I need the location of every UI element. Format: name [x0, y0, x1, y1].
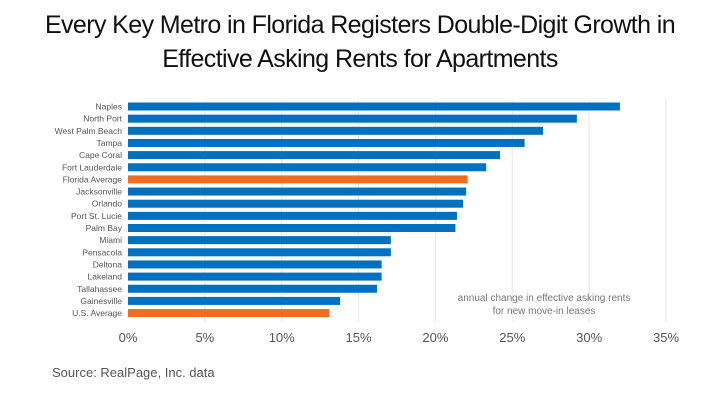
category-label: Miami [99, 235, 122, 245]
x-tick-label: 0% [119, 330, 138, 345]
category-label: Jacksonville [76, 187, 122, 197]
category-label: Gainesville [80, 296, 122, 306]
category-label: North Port [83, 114, 122, 124]
bar-jacksonville [128, 187, 467, 196]
bar-port-st-lucie [128, 211, 457, 220]
category-label: Florida Average [63, 174, 123, 184]
bar-fort-lauderdale [128, 163, 487, 172]
category-label: Fort Lauderdale [62, 162, 122, 172]
bar-palm-bay [128, 224, 456, 232]
x-tick-label: 25% [499, 330, 525, 345]
x-tick-label: 30% [576, 330, 602, 345]
category-label: Naples [96, 102, 122, 112]
category-label: Pensacola [82, 247, 122, 257]
bar-u-s-average [128, 309, 330, 318]
bar-tallahassee [128, 284, 378, 293]
annotation-text: for new move-in leases [493, 306, 596, 317]
source-note: Source: RealPage, Inc. data [52, 365, 215, 380]
category-label: Deltona [93, 259, 123, 269]
bar-lakeland [128, 272, 382, 281]
bar-tampa [128, 138, 525, 147]
bar-miami [128, 236, 391, 245]
category-label: Orlando [92, 199, 123, 209]
category-label: West Palm Beach [55, 126, 123, 136]
bar-cape-coral [128, 151, 500, 160]
category-label: Tallahassee [77, 284, 122, 294]
x-tick-label: 15% [346, 330, 372, 345]
chart-title: Every Key Metro in Florida Registers Dou… [44, 11, 676, 73]
bar-florida-average [128, 175, 468, 184]
bar-pensacola [128, 248, 391, 257]
category-label: Tampa [96, 138, 122, 148]
category-label: Lakeland [87, 272, 122, 282]
bar-west-palm-beach [128, 126, 544, 135]
x-tick-label: 20% [422, 330, 448, 345]
bar-orlando [128, 199, 464, 208]
category-label: Port St. Lucie [71, 211, 122, 221]
category-label: U.S. Average [72, 308, 122, 318]
x-tick-label: 5% [195, 330, 214, 345]
x-tick-label: 10% [269, 330, 295, 345]
bar-naples [128, 102, 620, 111]
bar-gainesville [128, 296, 341, 305]
bar-north-port [128, 114, 577, 123]
category-label: Palm Bay [86, 223, 123, 233]
bar-deltona [128, 260, 382, 269]
x-tick-label: 35% [653, 330, 679, 345]
category-label: Cape Coral [79, 150, 122, 160]
annotation-text: annual change in effective asking rents [458, 293, 631, 304]
